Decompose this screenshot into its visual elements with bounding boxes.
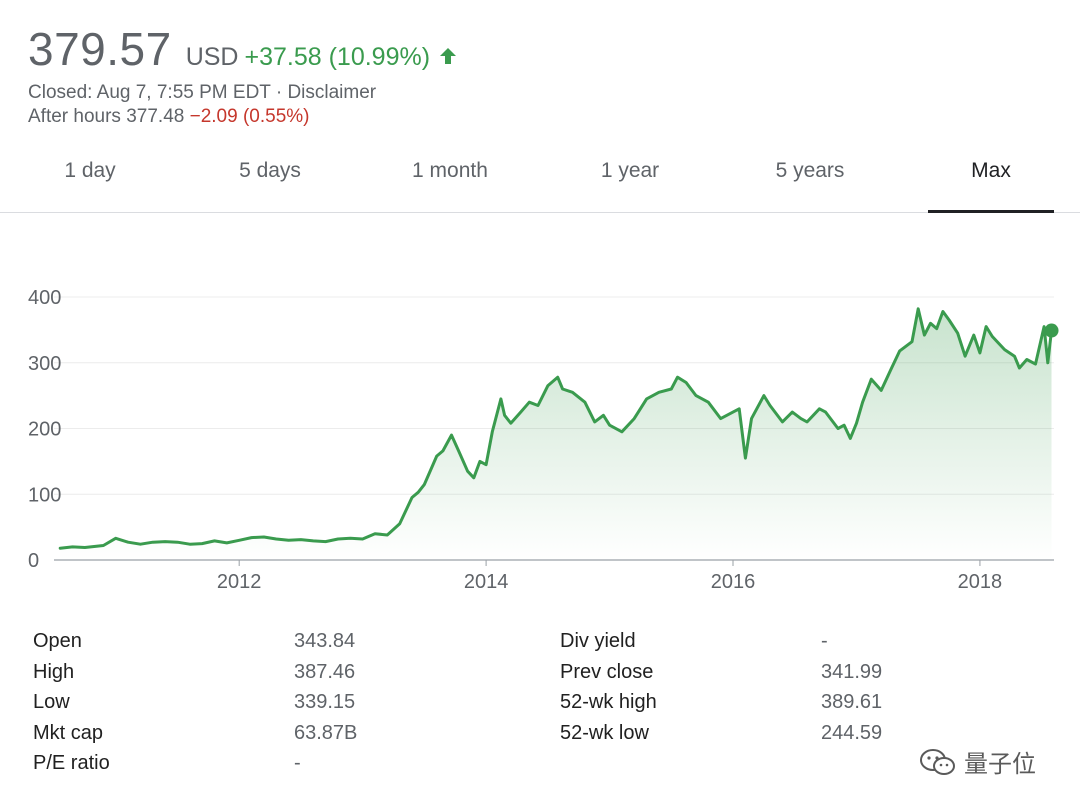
stat-label: High xyxy=(33,660,75,683)
price-area-fill xyxy=(60,308,1052,560)
stat-value: 339.15 xyxy=(294,691,356,713)
stat-row: Open 343.84 xyxy=(33,630,453,661)
stat-value: 341.99 xyxy=(821,660,883,683)
stat-label: Mkt cap xyxy=(33,721,104,744)
price-line-series xyxy=(58,307,1053,550)
closed-time-text: Closed: Aug 7, 7:55 PM EDT · xyxy=(28,82,288,103)
stat-label: Low xyxy=(33,691,70,713)
after-hours-line: After hours 377.48 −2.09 (0.55%) xyxy=(28,106,458,128)
stat-value: 343.84 xyxy=(294,630,356,652)
stat-value: 63.87B xyxy=(294,721,358,744)
y-tick-label: 200 xyxy=(28,419,61,441)
stat-row: Low 339.15 xyxy=(33,691,453,722)
y-tick-label: 400 xyxy=(28,287,61,309)
stat-row: Mkt cap 63.87B xyxy=(33,722,453,753)
closed-status: Closed: Aug 7, 7:55 PM EDT · Disclaimer xyxy=(28,82,458,104)
stat-row: Div yield - xyxy=(560,630,940,661)
watermark-text: 量子位 xyxy=(964,750,1036,778)
stat-value: - xyxy=(821,630,828,652)
stats-left-column: Open 343.84 High 387.46 Low 339.15 Mkt cap 6… xyxy=(33,630,453,783)
stat-row: P/E ratio - xyxy=(33,752,453,783)
y-tick-label: 0 xyxy=(28,550,39,572)
disclaimer-link[interactable]: Disclaimer xyxy=(287,82,377,103)
watermark: 量子位 xyxy=(918,744,1036,779)
stats-right-column: Div yield - Prev close 341.99 52-wk high 38… xyxy=(560,630,940,752)
tab-5-years[interactable]: 5 years xyxy=(775,159,845,182)
range-tabs: 1 day 5 days 1 month 1 year 5 years Max xyxy=(0,140,1080,213)
stat-value: 389.61 xyxy=(821,691,883,713)
after-hours-change: −2.09 (0.55%) xyxy=(189,106,310,127)
stat-label: P/E ratio xyxy=(33,752,110,774)
tab-5-days[interactable]: 5 days xyxy=(239,159,301,182)
price-line: 379.57 USD +37.58 (10.99%) xyxy=(28,22,458,76)
last-price-marker[interactable] xyxy=(1044,323,1059,338)
price-chart[interactable]: 0 100 200 300 400 2012 2014 2016 2018 xyxy=(0,260,1080,600)
tab-1-day[interactable]: 1 day xyxy=(64,159,116,182)
up-arrow-icon xyxy=(440,48,457,64)
stat-row: 52-wk high 389.61 xyxy=(560,691,940,722)
x-tick-label: 2016 xyxy=(711,571,756,593)
stat-row: 52-wk low 244.59 xyxy=(560,722,940,753)
stat-label: Open xyxy=(33,630,82,652)
stat-label: Prev close xyxy=(560,660,654,683)
tab-max[interactable]: Max xyxy=(928,140,1054,213)
stat-label: 52-wk low xyxy=(560,721,649,744)
tab-1-year[interactable]: 1 year xyxy=(600,159,660,182)
after-hours-label: After hours 377.48 xyxy=(28,106,190,127)
stat-value: 244.59 xyxy=(821,721,883,744)
x-tick-label: 2014 xyxy=(464,571,509,593)
quote-header: 379.57 USD +37.58 (10.99%) Closed: Aug 7… xyxy=(28,22,458,128)
stat-label: Div yield xyxy=(560,630,636,652)
wechat-icon xyxy=(920,748,955,775)
stat-label: 52-wk high xyxy=(560,691,657,713)
x-tick-label: 2012 xyxy=(217,571,262,593)
price-change: +37.58 (10.99%) xyxy=(244,43,431,71)
stat-value: - xyxy=(294,752,301,774)
stat-row: High 387.46 xyxy=(33,661,453,692)
y-tick-label: 100 xyxy=(28,484,61,506)
tab-1-month[interactable]: 1 month xyxy=(412,159,488,182)
stat-row: Prev close 341.99 xyxy=(560,661,940,692)
y-tick-label: 300 xyxy=(28,353,61,375)
current-price: 379.57 xyxy=(28,23,172,75)
stat-value: 387.46 xyxy=(294,660,356,683)
x-tick-label: 2018 xyxy=(958,571,1003,593)
currency-label: USD xyxy=(185,43,239,71)
